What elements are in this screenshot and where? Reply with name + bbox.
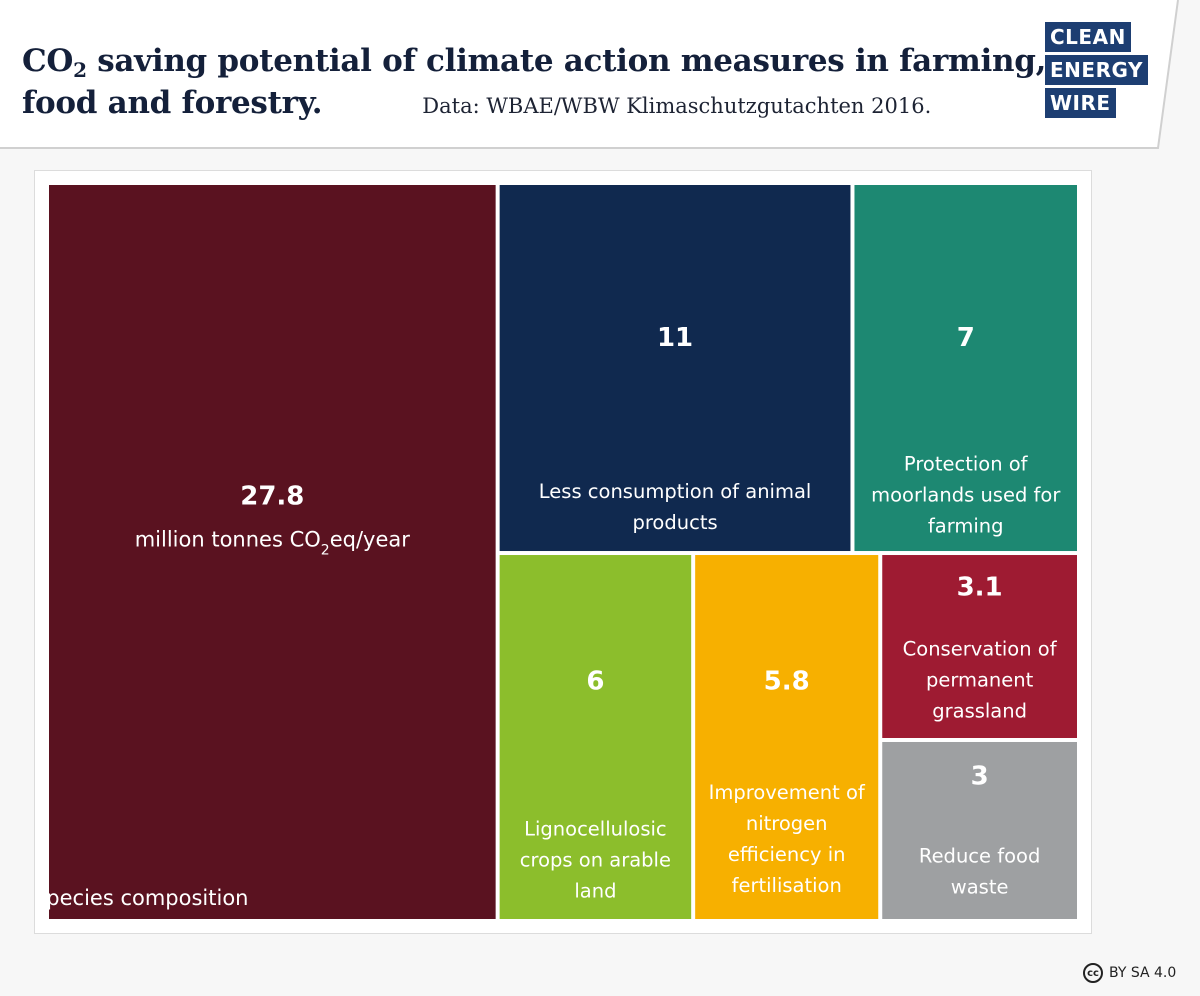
chart-frame: 27.8 million tonnes CO2eq/year Change in t… <box>34 170 1092 934</box>
tile-lignocellulosic-crops-on-arable-land <box>499 555 692 919</box>
value-label-less-consumption-of-animal-products: 11 <box>657 323 693 353</box>
data-source: Data: WBAE/WBW Klimaschutzgutachten 2016… <box>422 94 932 118</box>
category-label-protection-of-moorlands-used-for-farming: Protection of moorlands used for farming <box>871 452 1061 537</box>
license: cc BY SA 4.0 <box>1083 960 1176 986</box>
category-label-less-consumption-of-animal-products: Less consumption of animal products <box>539 480 812 534</box>
category-label-improvement-of-nitrogen-efficiency-in-fertilisation: Improvement of nitrogen efficiency in ferti… <box>709 781 866 897</box>
value-label-lignocellulosic-crops-on-arable-land: 6 <box>586 667 604 697</box>
title-line-1: CO2 saving potential of climate action m… <box>22 43 1047 82</box>
license-text: BY SA 4.0 <box>1109 965 1177 981</box>
clean-energy-wire-logo: CLEAN ENERGY WIRE <box>1045 22 1148 121</box>
value-label-protection-of-moorlands-used-for-farming: 7 <box>957 323 975 353</box>
category-label-lignocellulosic-crops-on-arable-land: Lignocellulosic crops on arable land <box>520 817 671 902</box>
value-label-reduce-food-waste: 3 <box>971 761 989 791</box>
tile-conservation-of-permanent-grassland <box>882 555 1077 738</box>
logo-line-1: CLEAN <box>1045 22 1131 52</box>
header-banner <box>0 0 1179 149</box>
tile-change-in-tree-species-composition <box>49 185 496 919</box>
tile-protection-of-moorlands-used-for-farming <box>854 185 1077 552</box>
category-label-change-in-tree-species-composition: Change in tree species composition <box>35 886 248 910</box>
value-label-improvement-of-nitrogen-efficiency-in-fertilisation: 5.8 <box>764 667 810 697</box>
treemap-chart: 27.8 million tonnes CO2eq/year Change in t… <box>35 185 1077 919</box>
chart-title: CO2 saving potential of climate action m… <box>22 40 1047 127</box>
category-label-reduce-food-waste: Reduce food waste <box>919 844 1040 898</box>
title-line-2: food and forestry. Data: WBAE/WBW Klimasc… <box>22 85 932 121</box>
tile-less-consumption-of-animal-products <box>499 185 851 552</box>
value-label-change-in-tree-species-composition: 27.8 <box>240 481 304 511</box>
category-label-conservation-of-permanent-grassland: Conservation of permanent grassland <box>903 638 1058 723</box>
logo-line-2: ENERGY <box>1045 55 1148 85</box>
tile-reduce-food-waste <box>882 741 1077 919</box>
creative-commons-icon: cc <box>1083 963 1103 983</box>
value-label-conservation-of-permanent-grassland: 3.1 <box>957 572 1003 602</box>
unit-label: million tonnes CO2eq/year <box>135 527 411 558</box>
logo-line-3: WIRE <box>1045 88 1116 118</box>
tile-improvement-of-nitrogen-efficiency-in-fertilisation <box>695 555 879 919</box>
